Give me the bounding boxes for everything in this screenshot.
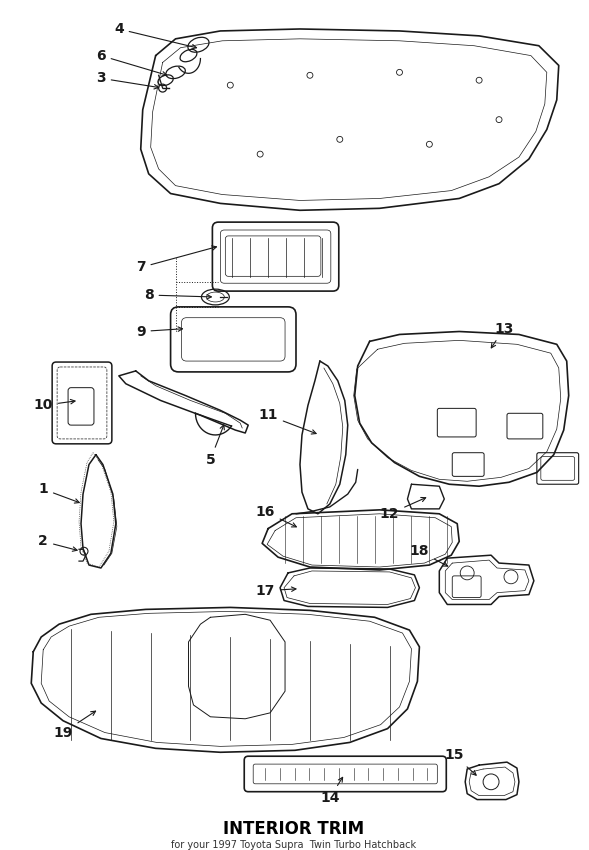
Text: 9: 9 — [136, 325, 183, 338]
Text: 17: 17 — [256, 584, 296, 598]
Text: 13: 13 — [491, 321, 514, 348]
Text: for your 1997 Toyota Supra  Twin Turbo Hatchback: for your 1997 Toyota Supra Twin Turbo Ha… — [171, 840, 416, 850]
Text: 10: 10 — [34, 399, 75, 412]
Text: 16: 16 — [256, 505, 296, 527]
Text: 18: 18 — [410, 544, 448, 566]
Text: 4: 4 — [114, 22, 197, 48]
Text: 1: 1 — [38, 482, 80, 503]
Text: 5: 5 — [206, 425, 224, 467]
Text: 19: 19 — [54, 711, 95, 740]
Text: 8: 8 — [144, 288, 211, 302]
Text: 6: 6 — [96, 48, 167, 76]
Text: 2: 2 — [38, 535, 77, 552]
Text: 15: 15 — [445, 748, 476, 775]
Text: 11: 11 — [259, 408, 316, 434]
Text: 14: 14 — [320, 778, 343, 805]
Text: 7: 7 — [136, 246, 217, 275]
Text: INTERIOR TRIM: INTERIOR TRIM — [223, 820, 365, 838]
Text: 12: 12 — [380, 497, 426, 521]
Text: 3: 3 — [96, 71, 158, 89]
